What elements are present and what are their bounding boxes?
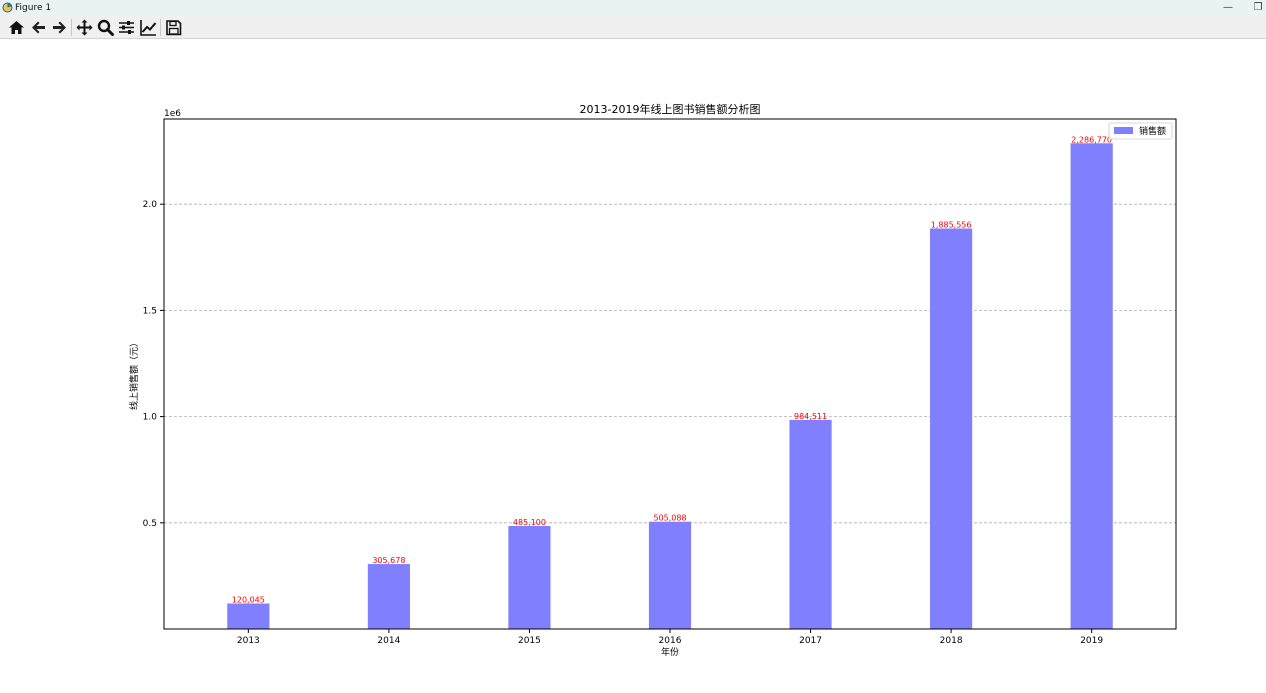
y-tick-label: 1.0: [143, 413, 158, 423]
legend-swatch: [1114, 127, 1133, 134]
y-tick-label: 1.5: [143, 306, 157, 316]
value-label: 984,511: [794, 412, 827, 421]
window-titlebar: Figure 1 — ❐: [0, 0, 1266, 16]
x-tick-label: 2019: [1080, 636, 1103, 646]
home-icon: [9, 21, 24, 34]
y-tick-label: 0.5: [143, 519, 157, 529]
minimize-button[interactable]: —: [1223, 2, 1233, 13]
arrow-left-icon: [32, 21, 45, 34]
bar-2014: [367, 564, 410, 629]
restore-button[interactable]: ❐: [1253, 2, 1263, 13]
axis-ticks: 0.5 1.0 1.5 2.0 2013 2014 2015 2016 2017 2018 2019: [143, 200, 1104, 646]
legend: 销售额: [1108, 122, 1173, 140]
value-label: 485,100: [513, 518, 546, 527]
toolbar-separator: [71, 19, 72, 36]
value-label: 305,678: [372, 556, 405, 565]
zoom-button[interactable]: [96, 18, 115, 37]
arrow-right-icon: [53, 21, 66, 34]
bar-2019: [1070, 143, 1113, 629]
x-axis-label: 年份: [661, 646, 679, 658]
legend-label: 销售额: [1139, 125, 1166, 137]
value-label: 2,286,770: [1071, 135, 1112, 144]
grid-lines: [164, 203, 1176, 524]
x-tick-label: 2013: [237, 636, 260, 646]
line-chart-icon: [140, 20, 157, 36]
configure-subplots-button[interactable]: [117, 18, 136, 37]
value-labels: 120,045 305,678 485,100 505,088 984,511 1,885…: [232, 135, 1112, 604]
toolbar-separator: [160, 19, 161, 36]
save-button[interactable]: [164, 18, 183, 37]
forward-button[interactable]: [50, 18, 69, 37]
navigation-toolbar: [0, 16, 1266, 39]
x-tick-label: 2017: [799, 636, 822, 646]
back-button[interactable]: [29, 18, 48, 37]
x-tick-label: 2018: [940, 636, 963, 646]
value-label: 505,088: [653, 514, 686, 523]
window-title: Figure 1: [15, 3, 52, 13]
value-label: 120,045: [232, 596, 265, 605]
y-offset-label: 1e6: [164, 109, 181, 119]
bars: [227, 143, 1113, 629]
bar-2017: [789, 419, 832, 629]
chart-title: 2013-2019年线上图书销售额分析图: [580, 102, 761, 116]
magnifier-icon: [97, 19, 114, 36]
bar-chart: 0.5 1.0 1.5 2.0 2013 2014 2015 2016 2017 2018 2019…: [128, 102, 1177, 658]
bar-2013: [227, 603, 270, 629]
bar-2015: [508, 525, 551, 629]
home-button[interactable]: [7, 18, 26, 37]
bar-2018: [930, 228, 973, 629]
x-tick-label: 2016: [659, 636, 682, 646]
y-axis-label: 线上销售额（元）: [128, 338, 140, 410]
sliders-icon: [119, 21, 134, 34]
pan-button[interactable]: [75, 18, 94, 37]
x-tick-label: 2015: [518, 636, 541, 646]
matplotlib-app-icon: [2, 2, 13, 13]
bar-2016: [648, 521, 692, 629]
y-tick-label: 2.0: [143, 200, 158, 210]
move-icon: [76, 19, 93, 36]
edit-axes-button[interactable]: [139, 18, 158, 37]
floppy-disk-icon: [166, 20, 182, 36]
plot-frame: [163, 118, 1177, 630]
value-label: 1,885,556: [931, 221, 972, 230]
x-tick-label: 2014: [377, 636, 400, 646]
